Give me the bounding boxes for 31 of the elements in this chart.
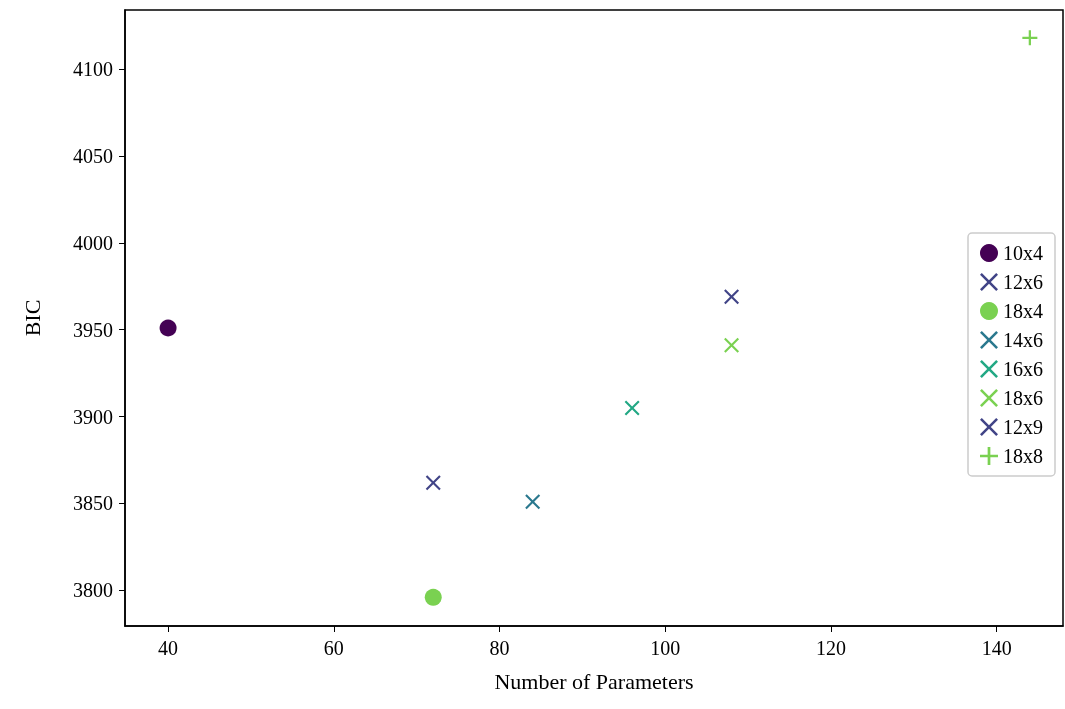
legend-label: 18x4 xyxy=(1003,300,1043,322)
legend-label: 16x6 xyxy=(1003,358,1043,380)
x-tick-label: 60 xyxy=(323,637,344,659)
x-tick-label: 40 xyxy=(158,637,179,659)
legend-label: 18x6 xyxy=(1003,387,1043,409)
y-axis-title: BIC xyxy=(19,299,45,337)
legend-label: 18x8 xyxy=(1003,445,1043,467)
y-tick-label: 4000 xyxy=(73,231,113,254)
legend-label: 12x9 xyxy=(1003,416,1043,438)
legend-label: 12x6 xyxy=(1003,271,1043,293)
y-tick-label: 3900 xyxy=(73,405,113,428)
legend-label: 10x4 xyxy=(1003,242,1043,264)
y-tick-label: 4100 xyxy=(73,58,113,81)
legend-label: 14x6 xyxy=(1003,329,1043,351)
x-tick-label: 80 xyxy=(489,637,510,659)
point xyxy=(724,289,740,305)
x-tick-label: 140 xyxy=(981,637,1012,659)
x-tick-label: 100 xyxy=(650,637,681,659)
point xyxy=(724,337,740,353)
point xyxy=(159,319,177,337)
y-tick-label: 3850 xyxy=(73,492,113,515)
point xyxy=(525,494,541,510)
x-axis-title: Number of Parameters xyxy=(494,668,694,694)
y-tick-label: 3950 xyxy=(73,318,113,341)
point xyxy=(424,588,442,606)
point xyxy=(624,400,640,416)
y-tick-label: 3800 xyxy=(73,579,113,602)
y-tick-label: 4050 xyxy=(73,144,113,167)
x-tick-label: 120 xyxy=(815,637,846,659)
point xyxy=(1022,30,1038,46)
point xyxy=(425,475,441,491)
